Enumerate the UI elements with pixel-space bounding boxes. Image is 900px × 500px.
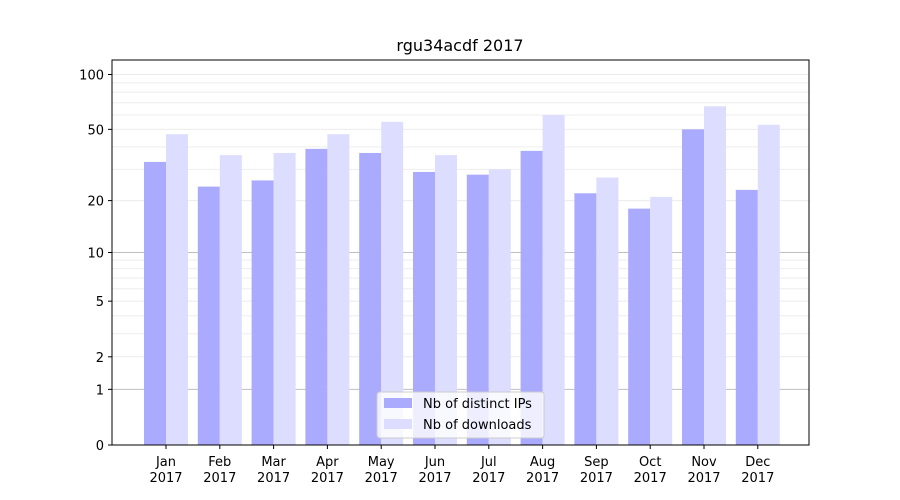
y-tick-label: 2 bbox=[96, 351, 104, 366]
bars bbox=[144, 106, 780, 446]
x-tick-label: Nov 2017 bbox=[687, 455, 720, 486]
x-tick-label: Aug 2017 bbox=[526, 455, 559, 486]
bar-distinct-ips bbox=[144, 161, 166, 445]
x-tick-label: Dec 2017 bbox=[741, 455, 774, 486]
y-tick-label: 20 bbox=[87, 195, 104, 210]
y-tick-label: 1 bbox=[96, 383, 104, 398]
bar-downloads bbox=[704, 106, 726, 446]
bar-downloads bbox=[273, 152, 296, 445]
bar-distinct-ips bbox=[251, 180, 274, 446]
y-tick-label: 0 bbox=[96, 439, 104, 454]
x-tick-label: Sep 2017 bbox=[580, 455, 613, 486]
bar-downloads bbox=[381, 121, 404, 445]
y-axis: 0 1 2 5 10 20 50 100 bbox=[79, 69, 112, 454]
x-tick-label: Oct 2017 bbox=[634, 455, 667, 486]
bar-distinct-ips bbox=[628, 208, 651, 445]
legend-label-distinct-ips: Nb of distinct IPs bbox=[423, 397, 532, 412]
x-tick-label: May 2017 bbox=[365, 455, 398, 486]
bar-downloads bbox=[327, 134, 350, 445]
bar-downloads bbox=[596, 177, 619, 445]
bar-distinct-ips bbox=[735, 189, 758, 445]
x-tick-label: Feb 2017 bbox=[203, 455, 236, 486]
bar-downloads bbox=[219, 155, 242, 446]
bar-downloads bbox=[650, 196, 673, 445]
x-tick-label: Jul 2017 bbox=[472, 455, 505, 486]
y-tick-label: 50 bbox=[87, 123, 104, 138]
bar-downloads bbox=[542, 114, 565, 445]
x-axis: Jan 2017 Feb 2017 Mar 2017 Apr 2017 May 2017 Jun 20… bbox=[149, 445, 774, 486]
bar-downloads bbox=[435, 155, 457, 446]
x-tick-label: Jan 2017 bbox=[149, 455, 182, 486]
legend: Nb of distinct IPs Nb of downloads bbox=[376, 391, 545, 439]
bar-distinct-ips bbox=[413, 171, 435, 445]
x-tick-label: Jun 2017 bbox=[418, 455, 451, 486]
bar-distinct-ips bbox=[359, 152, 382, 445]
legend-label-downloads: Nb of downloads bbox=[423, 418, 532, 433]
bar-distinct-ips bbox=[466, 174, 489, 446]
legend-box bbox=[376, 391, 545, 439]
bar-distinct-ips bbox=[682, 129, 704, 445]
bar-distinct-ips bbox=[520, 150, 543, 445]
x-tick-label: Apr 2017 bbox=[311, 455, 344, 486]
chart-title: rgu34acdf 2017 bbox=[396, 36, 523, 55]
bar-distinct-ips bbox=[305, 148, 328, 445]
bar-downloads bbox=[757, 124, 780, 445]
bar-distinct-ips bbox=[197, 186, 220, 445]
legend-swatch-distinct-ips bbox=[384, 398, 412, 408]
y-tick-label: 5 bbox=[96, 295, 104, 310]
bar-downloads bbox=[488, 169, 511, 445]
bar-distinct-ips bbox=[574, 193, 597, 445]
bar-downloads bbox=[166, 134, 188, 445]
y-tick-label: 100 bbox=[79, 69, 104, 84]
legend-swatch-downloads bbox=[384, 419, 412, 429]
y-tick-label: 10 bbox=[87, 247, 104, 262]
x-tick-label: Mar 2017 bbox=[257, 455, 290, 486]
